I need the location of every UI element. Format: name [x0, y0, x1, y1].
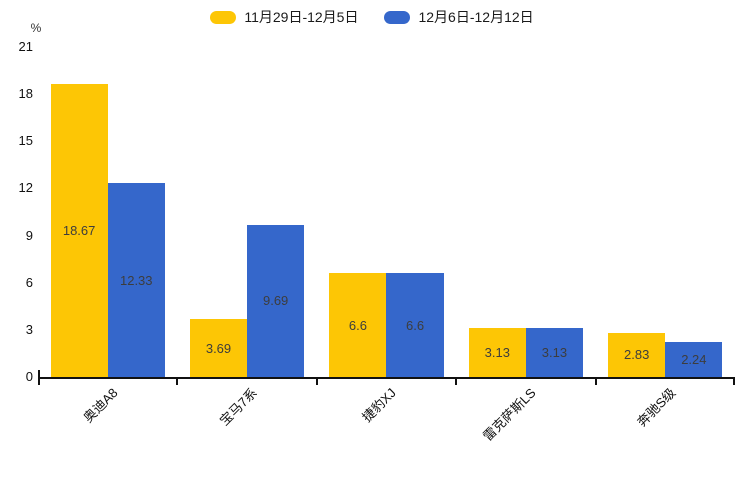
y-tick-label: 6 [25, 274, 33, 290]
bar-s1-c2[interactable]: 6.6 [386, 273, 444, 377]
bar-value-label: 6.6 [348, 317, 367, 333]
bar-s1-c1[interactable]: 9.69 [247, 224, 305, 377]
x-category-label-4: 奔驰S级 [633, 385, 679, 430]
bar-value-label: 9.69 [262, 293, 289, 309]
legend-swatch-icon [384, 10, 411, 24]
x-axis-tick [315, 379, 318, 385]
legend-item-1[interactable]: 12月6日-12月12日 [384, 7, 534, 27]
y-tick-label: 15 [18, 133, 33, 149]
legend-item-label: 12月6日-12月12日 [418, 9, 534, 25]
x-category-label-0: 奥迪A8 [80, 385, 121, 426]
bar-value-label: 18.67 [62, 222, 96, 238]
legend-swatch-icon [210, 10, 237, 24]
legend-item-0[interactable]: 11月29日-12月5日 [210, 7, 358, 27]
bar-s0-c2[interactable]: 6.6 [329, 273, 387, 377]
y-tick-label: 3 [25, 321, 33, 337]
x-axis-tick [38, 379, 40, 385]
legend: 11月29日-12月5日 12月6日-12月12日 [0, 7, 744, 27]
x-axis-tick [176, 379, 179, 385]
x-category-label-1: 宝马7系 [216, 385, 260, 429]
bar-value-label: 3.13 [541, 344, 568, 360]
x-category-label-2: 捷豹XJ [359, 385, 400, 425]
bar-s0-c3[interactable]: 3.13 [468, 327, 526, 377]
y-axis-unit-label: % [30, 21, 42, 35]
bar-value-label: 3.13 [484, 344, 510, 360]
bar-s0-c1[interactable]: 3.69 [189, 319, 248, 377]
bar-group-2: 6.6 6.6 [317, 47, 456, 377]
y-tick-label: 9 [25, 227, 33, 243]
x-axis-tick [594, 379, 597, 385]
bar-group-4: 2.83 2.24 [596, 47, 735, 377]
bar-group-3: 3.13 3.13 [456, 47, 595, 377]
bar-s1-c4[interactable]: 2.24 [665, 341, 723, 377]
y-tick-label: 21 [18, 39, 33, 54]
bar-group-1: 3.69 9.69 [177, 47, 316, 377]
bar-value-label: 6.6 [406, 317, 425, 333]
bar-value-label: 3.69 [205, 340, 232, 356]
bar-group-0: 18.67 12.33 [38, 47, 177, 377]
x-axis-tick [455, 379, 458, 385]
plot-area: 18.67 12.33 奥迪A8 3.69 9.69 宝马7系 6.6 6.6 捷豹XJ 3.13… [38, 47, 735, 444]
bar-s1-c0[interactable]: 12.33 [107, 183, 165, 377]
y-tick-label: 18 [18, 86, 33, 102]
bar-s1-c3[interactable]: 3.13 [525, 327, 584, 377]
legend-item-label: 11月29日-12月5日 [244, 9, 359, 25]
bar-value-label: 2.83 [624, 347, 650, 363]
bar-s0-c4[interactable]: 2.83 [608, 332, 666, 377]
bar-s0-c0[interactable]: 18.67 [50, 83, 108, 377]
bar-value-label: 12.33 [119, 272, 153, 288]
y-tick-label: 12 [18, 180, 33, 196]
x-axis-line [38, 377, 735, 379]
bar-value-label: 2.24 [681, 351, 707, 367]
x-category-label-3: 雷克萨斯LS [479, 385, 539, 444]
y-axis-zero-tick [38, 370, 40, 377]
y-tick-label: 0 [25, 369, 33, 384]
x-axis-tick [733, 379, 735, 385]
